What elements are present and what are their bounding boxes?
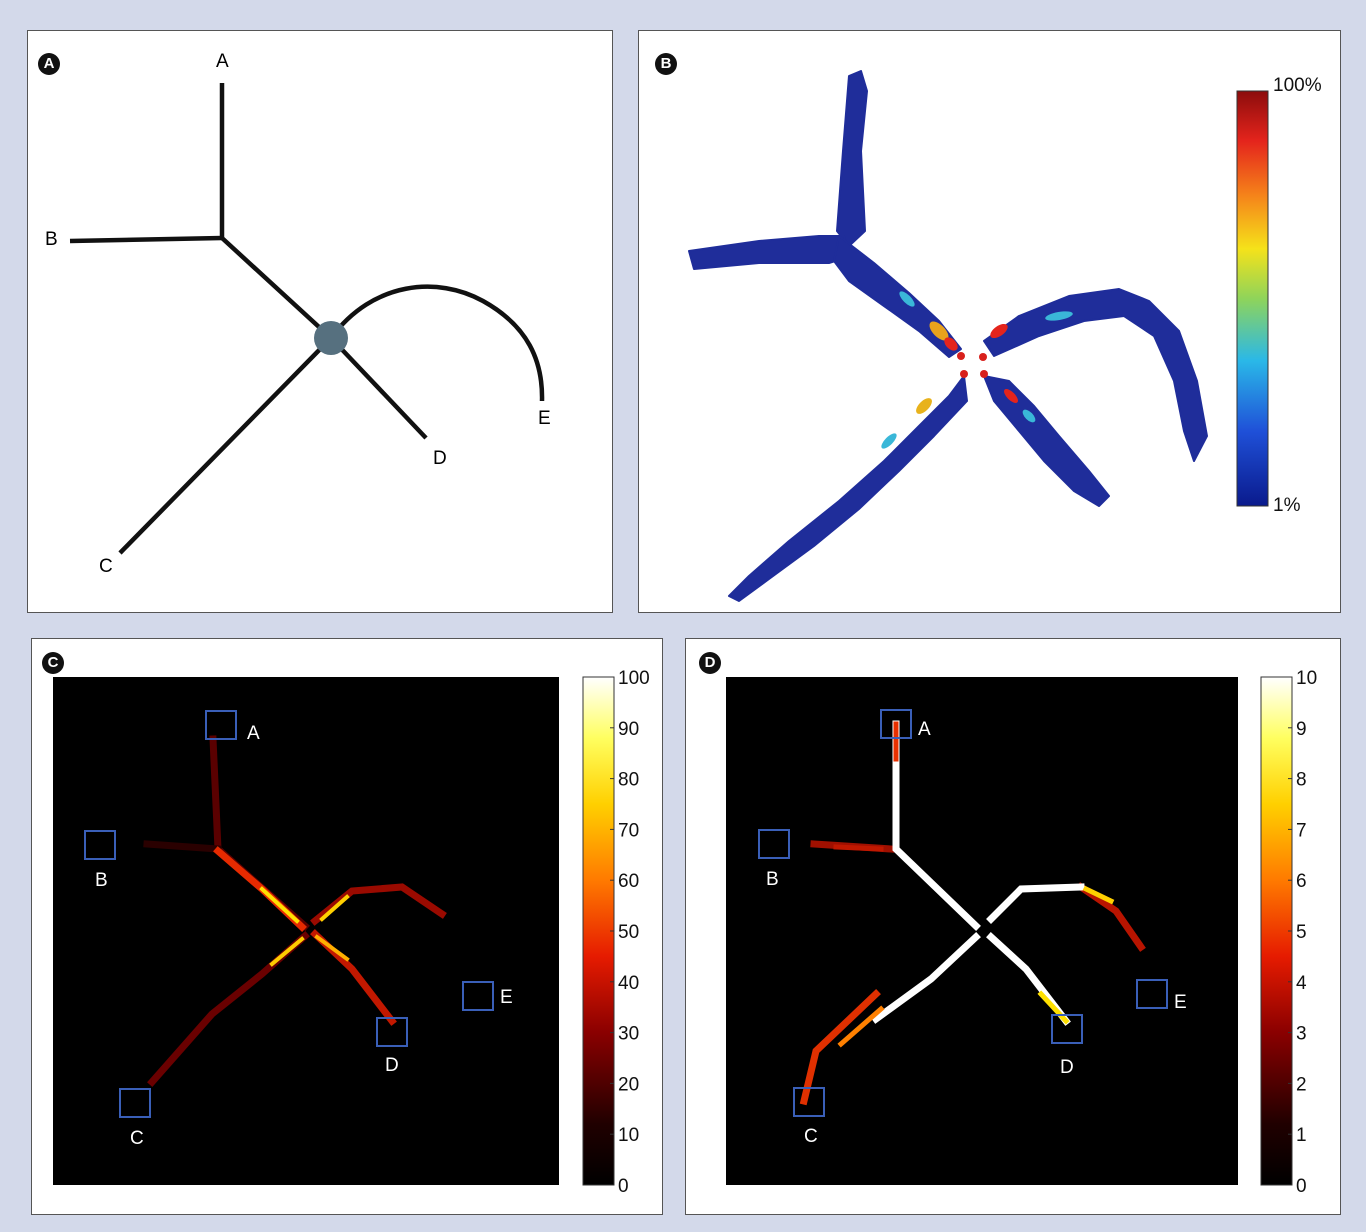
- roi-box-a: [205, 710, 237, 740]
- colorbar-tick-label: 60: [618, 871, 639, 892]
- label-d: D: [433, 448, 447, 469]
- path-e: [310, 883, 447, 926]
- panel-a-diagram: A B C D E: [45, 51, 551, 577]
- tract-e: [983, 288, 1208, 462]
- panel-d: D: [685, 638, 1341, 1215]
- colorbar-min-label: 1%: [1273, 495, 1301, 516]
- colorbar-max-label: 100%: [1273, 75, 1322, 96]
- tract-b: [688, 235, 852, 270]
- colorbar-tick-label: 4: [1296, 973, 1307, 994]
- panel-b: B: [638, 30, 1341, 613]
- panel-b-badge: B: [655, 53, 677, 75]
- roi-label-b: B: [95, 870, 108, 891]
- colorbar-tick-label: 20: [618, 1074, 639, 1095]
- tract-c: [728, 375, 968, 602]
- colorbar-tick-label: 0: [1296, 1176, 1307, 1197]
- panel-a-badge: A: [38, 53, 60, 75]
- tract-a: [836, 70, 868, 247]
- colorbar-tick-label: 0: [618, 1176, 629, 1197]
- colorbar-tick-label: 7: [1296, 820, 1307, 841]
- heatmap-area: [53, 677, 559, 1185]
- roi-label-a: A: [918, 719, 931, 740]
- roi-label-e: E: [1174, 992, 1187, 1013]
- colorbar-tick-label: 10: [618, 1125, 639, 1146]
- roi-box-b: [84, 830, 116, 860]
- path-a: [892, 720, 981, 931]
- roi-box-e: [462, 981, 494, 1011]
- branch-c: [118, 336, 333, 555]
- roi-box-b: [758, 829, 790, 859]
- colorbar-tick-label: 10: [1296, 668, 1317, 689]
- tract-ab-stem: [833, 235, 962, 358]
- label-a: A: [216, 51, 229, 72]
- path-c-tail: [799, 989, 881, 1106]
- roi-label-c: C: [130, 1128, 144, 1149]
- tract-hotspots: [881, 291, 1073, 449]
- colorbar-tick-label: 6: [1296, 871, 1307, 892]
- colorbar-tick-label: 40: [618, 973, 639, 994]
- roi-box-c: [793, 1087, 825, 1117]
- branch-e: [329, 284, 545, 402]
- path-e-tail: [1076, 882, 1146, 952]
- roi-box-c: [119, 1088, 151, 1118]
- roi-label-a: A: [247, 723, 260, 744]
- colorbar-tick-label: 3: [1296, 1024, 1307, 1045]
- roi-box-d: [1051, 1014, 1083, 1044]
- colorbar-tick-label: 1: [1296, 1125, 1307, 1146]
- roi-label-e: E: [500, 987, 513, 1008]
- colorbar-jet: [1236, 90, 1269, 507]
- branch-d: [329, 336, 428, 440]
- roi-box-d: [376, 1017, 408, 1047]
- roi-label-d: D: [1060, 1057, 1074, 1078]
- roi-label-b: B: [766, 869, 779, 890]
- colorbar-tick-label: 70: [618, 820, 639, 841]
- label-c: C: [99, 556, 113, 577]
- label-b: B: [45, 229, 58, 250]
- colorbar-tick-label: 30: [618, 1024, 639, 1045]
- branch-ab-stem: [220, 236, 333, 340]
- panel-c: C: [31, 638, 663, 1215]
- path-b: [143, 840, 222, 853]
- colorbar-hot: [1260, 676, 1293, 1186]
- colorbar-hot: [582, 676, 615, 1186]
- colorbar-tick-label: 2: [1296, 1074, 1307, 1095]
- panel-d-badge: D: [699, 652, 721, 674]
- roi-box-e: [1136, 979, 1168, 1009]
- label-e: E: [538, 408, 551, 429]
- heatmap-area: [726, 677, 1238, 1185]
- colorbar-tick-label: 9: [1296, 719, 1307, 740]
- panel-a: A A B C D E: [27, 30, 613, 613]
- path-c: [871, 932, 981, 1024]
- colorbar-tick-label: 8: [1296, 770, 1307, 791]
- colorbar-tick-label: 80: [618, 770, 639, 791]
- branch-b: [69, 235, 223, 244]
- path-e: [986, 883, 1085, 924]
- roi-label-c: C: [804, 1126, 818, 1147]
- panel-b-tractography: 100% 1%: [688, 70, 1322, 602]
- colorbar-tick-label: 90: [618, 719, 639, 740]
- roi-label-d: D: [385, 1055, 399, 1076]
- panel-c-badge: C: [42, 652, 64, 674]
- colorbar-tick-label: 50: [618, 922, 639, 943]
- colorbar-tick-label: 100: [618, 668, 650, 689]
- roi-box-a: [880, 709, 912, 739]
- central-node: [314, 321, 348, 355]
- tract-d: [983, 375, 1110, 507]
- colorbar-tick-label: 5: [1296, 922, 1307, 943]
